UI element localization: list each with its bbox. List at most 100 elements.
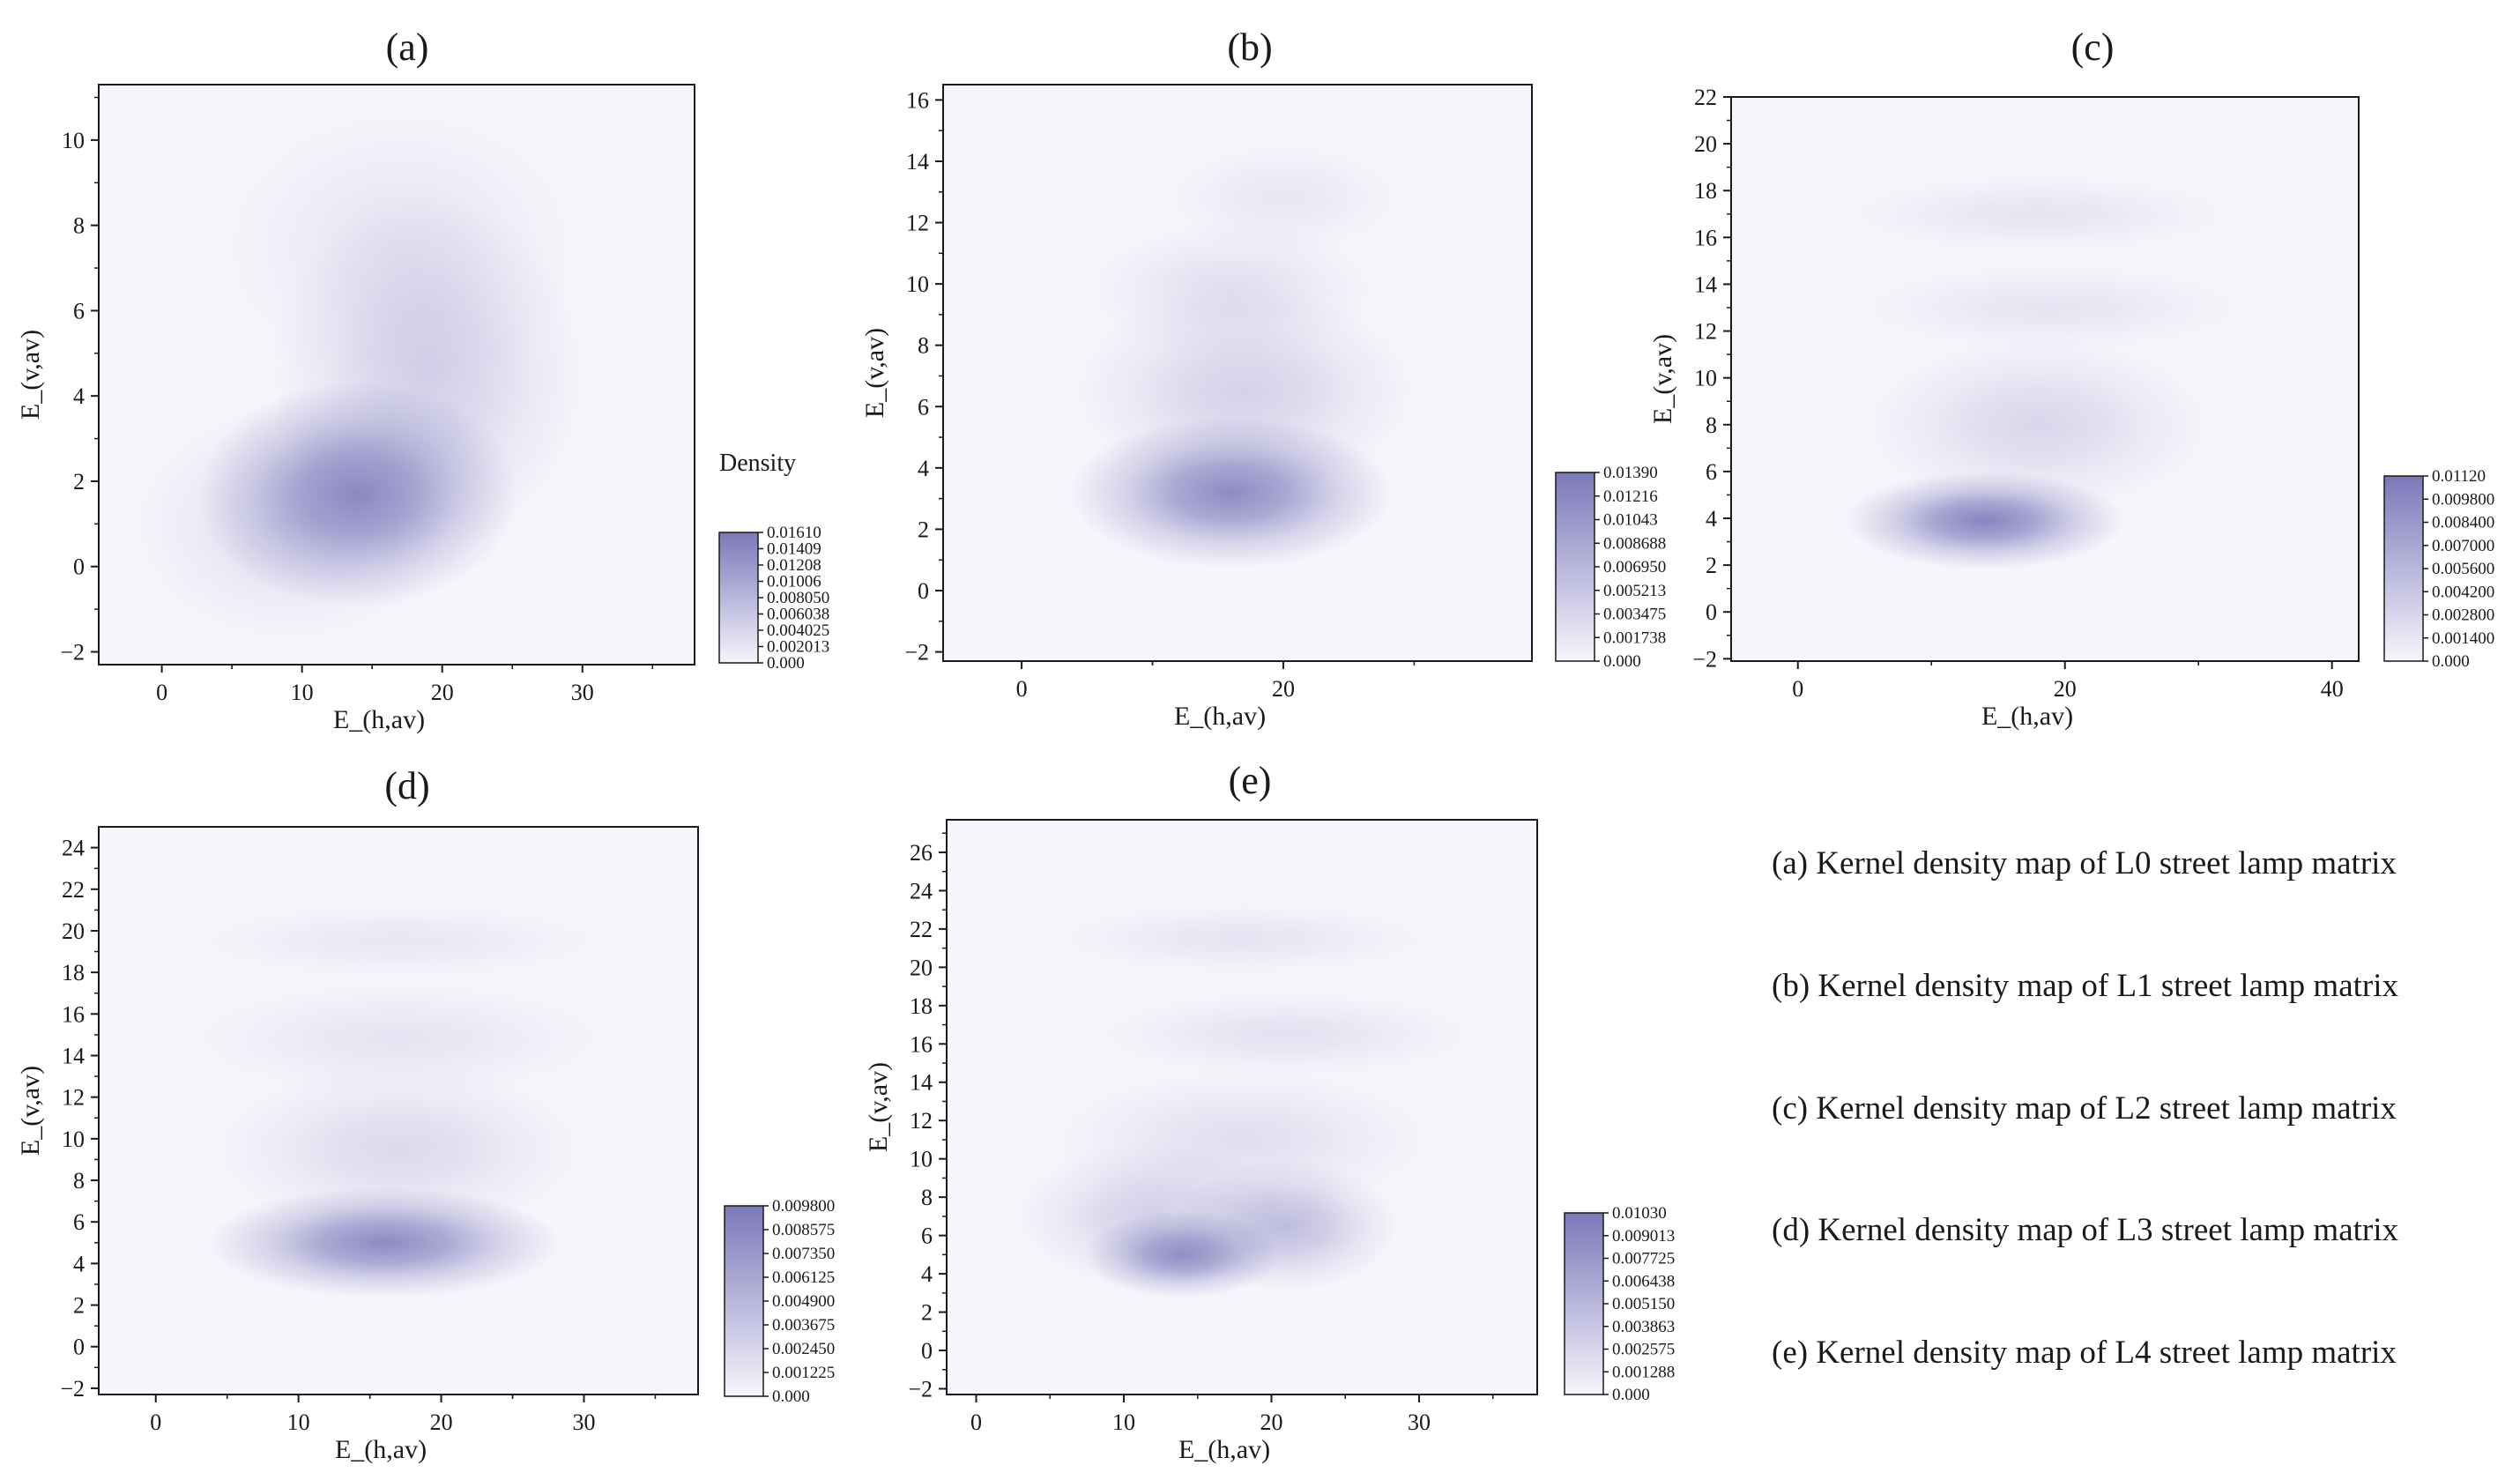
colorbar-label: 0.003675 xyxy=(772,1316,835,1335)
x-tick-label: 30 xyxy=(1408,1409,1431,1435)
colorbar-label: 0.009013 xyxy=(1612,1227,1675,1246)
y-tick-label: 2 xyxy=(73,1293,85,1319)
y-tick-label: 8 xyxy=(921,1185,933,1210)
density-blob xyxy=(213,100,587,393)
y-tick-label: 0 xyxy=(1706,599,1717,625)
colorbar-label: 0.005600 xyxy=(2432,560,2494,578)
colorbar-ramp xyxy=(2383,475,2424,662)
y-tick-label: 8 xyxy=(73,1168,85,1194)
colorbar-ramp xyxy=(1564,1212,1604,1395)
colorbar-ramp xyxy=(1555,472,1595,662)
colorbar-label: 0.008688 xyxy=(1603,534,1666,553)
y-tick-label: 6 xyxy=(73,1209,85,1235)
colorbar-label: 0.004200 xyxy=(2432,583,2494,601)
colorbar-label: 0.005150 xyxy=(1612,1295,1675,1313)
y-tick-label: −2 xyxy=(908,1376,933,1402)
panel-title: (c) xyxy=(2071,26,2115,69)
caption-d: (d) Kernel density map of L3 street lamp… xyxy=(1772,1212,2399,1248)
density-blob xyxy=(1848,263,2255,353)
y-tick-label: 10 xyxy=(62,1127,85,1152)
y-axis-label: E_(v,av) xyxy=(16,330,45,420)
y-tick-label: 4 xyxy=(918,456,929,481)
y-tick-label: 10 xyxy=(62,128,85,153)
colorbar-label: 0.006125 xyxy=(772,1268,835,1287)
caption-b: (b) Kernel density map of L1 street lamp… xyxy=(1772,968,2399,1004)
plot-frame xyxy=(942,84,1533,662)
y-tick-label: 14 xyxy=(910,1070,933,1096)
density-blob xyxy=(1089,990,1483,1078)
density-blob xyxy=(128,402,449,646)
y-tick-label: 6 xyxy=(918,394,929,420)
y-tick-label: 8 xyxy=(73,213,85,239)
colorbar-label: 0.001225 xyxy=(772,1364,835,1382)
colorbar-label: 0.000 xyxy=(772,1387,810,1406)
panel-d: (d)0 10 20 30−2024681012141618202224E_(h,av… xyxy=(16,764,835,1464)
y-tick-label: 2 xyxy=(921,1300,933,1326)
caption-e: (e) Kernel density map of L4 street lamp… xyxy=(1772,1335,2397,1371)
y-axis-label: E_(v,av) xyxy=(864,1062,893,1152)
density-blob xyxy=(1835,174,2241,255)
x-tick-label: 10 xyxy=(1112,1409,1135,1435)
y-tick-label: 10 xyxy=(910,1147,933,1172)
y-tick-label: 10 xyxy=(906,271,929,297)
colorbar: 0.000 0.001225 0.002450 0.003675 0.004900 0.0… xyxy=(724,1197,835,1406)
plot-frame xyxy=(98,826,699,1395)
x-tick-label: 20 xyxy=(1260,1409,1283,1435)
x-tick-label: 10 xyxy=(287,1409,310,1435)
x-tick-label: 0 xyxy=(150,1409,161,1435)
colorbar-label: 0.003475 xyxy=(1603,606,1666,624)
y-tick-label: 0 xyxy=(918,578,929,604)
colorbar-label: 0.006438 xyxy=(1612,1272,1675,1290)
colorbar-label: 0.007350 xyxy=(772,1245,835,1263)
colorbar-label: 0.01043 xyxy=(1603,511,1658,530)
x-tick-label: 0 xyxy=(1016,676,1028,702)
x-axis-label: E_(h,av) xyxy=(333,705,425,734)
plot-frame xyxy=(946,819,1538,1395)
y-tick-label: −2 xyxy=(60,1376,85,1402)
colorbar-label: 0.000 xyxy=(1612,1386,1650,1404)
y-tick-label: 16 xyxy=(906,87,929,113)
y-tick-label: 24 xyxy=(62,836,85,861)
y-tick-label: 8 xyxy=(918,333,929,359)
colorbar-label: 0.01390 xyxy=(1603,464,1658,482)
y-tick-label: 4 xyxy=(1706,506,1717,532)
x-tick-label: 20 xyxy=(431,680,454,705)
plot-frame xyxy=(1730,96,2360,662)
plot-frame xyxy=(98,84,695,666)
colorbar-label: 0.008050 xyxy=(767,589,829,607)
colorbar-label: 0.000 xyxy=(2432,652,2470,671)
colorbar-label: 0.009800 xyxy=(772,1197,835,1216)
colorbar: 0.000 0.001400 0.002800 0.004200 0.005600 0.0… xyxy=(2383,467,2494,671)
y-tick-label: 16 xyxy=(1694,225,1717,250)
colorbar-label: 0.004900 xyxy=(772,1292,835,1311)
x-tick-label: 30 xyxy=(572,1409,595,1435)
colorbar-label: 0.01610 xyxy=(767,524,821,542)
density-blob xyxy=(1158,139,1408,257)
y-tick-label: 12 xyxy=(910,1108,933,1134)
y-tick-label: 22 xyxy=(910,917,933,942)
colorbar-label: 0.009800 xyxy=(2432,490,2494,509)
colorbar: 0.0000.0020130.0040250.0060380.0080500.0… xyxy=(718,450,829,673)
x-tick-label: 0 xyxy=(156,680,167,705)
y-tick-label: 22 xyxy=(1694,85,1717,110)
colorbar-label: 0.001738 xyxy=(1603,628,1666,647)
y-tick-label: 14 xyxy=(1694,271,1717,297)
y-tick-label: 12 xyxy=(62,1085,85,1111)
y-tick-label: 2 xyxy=(918,517,929,542)
x-axis-label: E_(h,av) xyxy=(1981,702,2073,731)
colorbar-label: 0.01208 xyxy=(767,556,821,575)
y-tick-label: 14 xyxy=(906,149,929,175)
panel-c: (c) 0 20 40 −2 0 2 4 6 8 10 12 14 16 18 20 22 E_(h,av) E_(… xyxy=(1648,26,2494,731)
panel-a: (a) 0 10 20 30 −2 0 2 4 6 8 10 E_(h,av) E_(v,av) 0.000… xyxy=(16,26,829,734)
colorbar-ramp xyxy=(724,1205,764,1397)
caption-c: (c) Kernel density map of L2 street lamp… xyxy=(1772,1090,2397,1127)
colorbar-label: 0.001288 xyxy=(1612,1363,1675,1381)
y-tick-label: 0 xyxy=(921,1338,933,1364)
y-tick-label: 24 xyxy=(910,878,933,904)
density-blob xyxy=(1860,335,2216,514)
y-tick-label: 6 xyxy=(1706,459,1717,485)
colorbar-title: Density xyxy=(719,450,796,477)
x-tick-label: 20 xyxy=(430,1409,453,1435)
y-tick-label: 4 xyxy=(73,1251,85,1276)
